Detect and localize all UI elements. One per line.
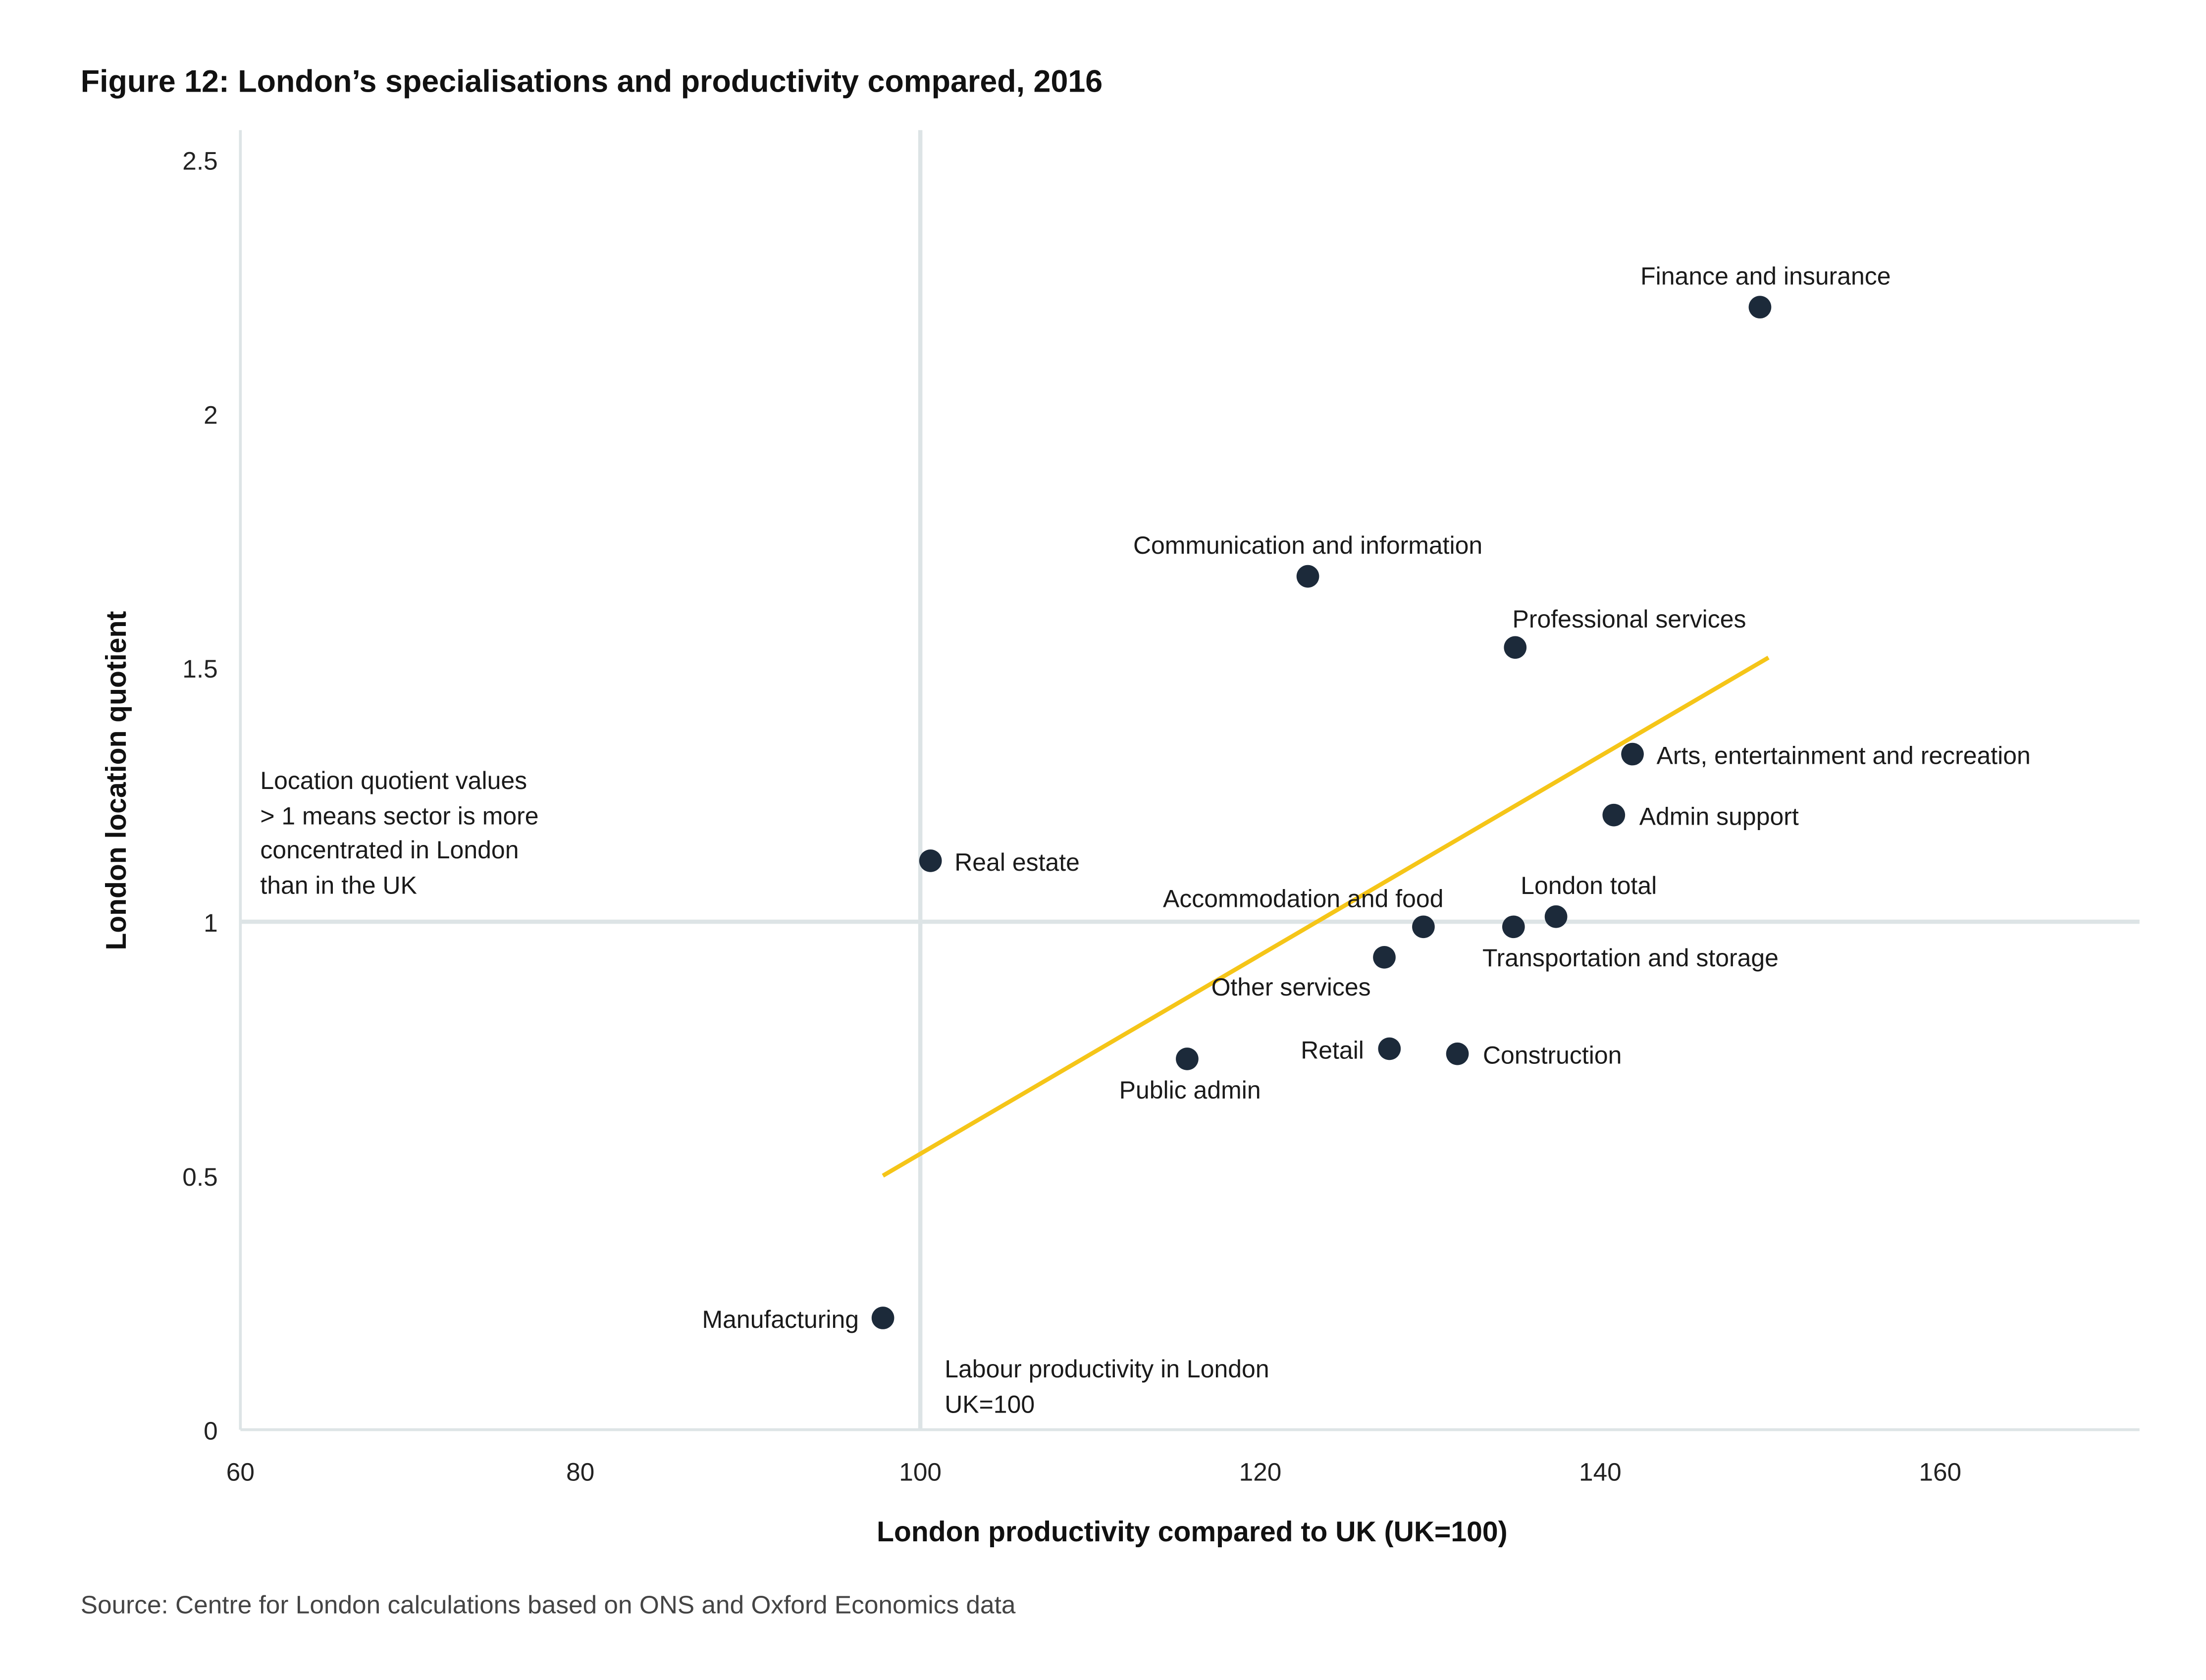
data-point-label: Real estate [954, 848, 1080, 876]
data-point-marker [1504, 636, 1527, 659]
x-tick-label: 100 [899, 1457, 942, 1486]
data-point: Real estate [919, 848, 1080, 876]
data-point: Professional services [1504, 605, 1746, 659]
x-tick-label: 60 [226, 1457, 255, 1486]
y-tick-label: 2 [204, 400, 218, 429]
data-point-marker [1502, 915, 1525, 939]
data-point-marker [919, 849, 942, 872]
note-line: > 1 means sector is more [260, 802, 538, 830]
data-point-label: Construction [1483, 1042, 1622, 1069]
data-point-label: Communication and information [1133, 531, 1482, 559]
y-tick-label: 0 [204, 1417, 218, 1445]
data-point-label: Manufacturing [702, 1306, 859, 1333]
note-line: than in the UK [260, 871, 417, 899]
data-point-marker [1446, 1042, 1469, 1065]
y-axis-title: London location quotient [101, 611, 132, 950]
data-points: Finance and insurance Communication and i… [702, 262, 2031, 1333]
data-point-label: Arts, entertainment and recreation [1657, 742, 2031, 770]
y-tick-label: 1 [204, 908, 218, 937]
axes [239, 130, 2140, 1431]
chart-title: Figure 12: London’s specialisations and … [81, 64, 1103, 99]
data-point-label: Accommodation and food [1163, 885, 1444, 912]
note-line: UK=100 [945, 1390, 1035, 1418]
data-point-marker [1373, 945, 1396, 969]
data-point: Accommodation and food [1163, 885, 1444, 939]
note-line: Location quotient values [260, 767, 527, 794]
data-point-marker [1621, 742, 1644, 766]
data-point: Arts, entertainment and recreation [1621, 742, 2031, 770]
y-tick-label: 2.5 [182, 147, 217, 175]
data-point-label: Admin support [1639, 803, 1799, 831]
data-point: Finance and insurance [1640, 262, 1891, 318]
data-point: Communication and information [1133, 531, 1482, 588]
data-point-marker [1544, 905, 1568, 928]
data-point-label: Public admin [1119, 1076, 1261, 1104]
data-point-marker [1412, 915, 1435, 939]
data-point-label: Finance and insurance [1640, 262, 1891, 290]
trendline [882, 656, 1770, 1178]
data-point: Manufacturing [702, 1306, 894, 1333]
y-tick-label: 1.5 [182, 654, 217, 683]
data-point-label: Other services [1211, 973, 1371, 1001]
data-point-label: London total [1521, 872, 1657, 899]
x-tick-labels: 60 80 100 120 140 160 [226, 1457, 1961, 1486]
source-note: Source: Centre for London calculations b… [81, 1590, 1016, 1619]
data-point-marker [1748, 296, 1772, 318]
x-tick-label: 80 [566, 1457, 594, 1486]
data-point-marker [871, 1307, 894, 1329]
data-point-label: Retail [1301, 1036, 1364, 1064]
data-point: Retail [1301, 1036, 1401, 1064]
data-point-label: Transportation and storage [1482, 944, 1779, 972]
data-point-marker [1296, 565, 1319, 588]
location-quotient-note: Location quotient values > 1 means secto… [260, 767, 538, 899]
data-point: Other services [1211, 945, 1396, 1001]
y-tick-labels: 0 0.5 1 1.5 2 2.5 [182, 147, 217, 1445]
x-tick-label: 160 [1919, 1457, 1961, 1486]
x-tick-label: 140 [1579, 1457, 1622, 1486]
data-point-marker [1602, 803, 1626, 827]
data-point-label: Professional services [1513, 605, 1746, 633]
note-line: Labour productivity in London [945, 1355, 1269, 1383]
data-point: Admin support [1602, 803, 1799, 831]
x-tick-label: 120 [1239, 1457, 1282, 1486]
data-point-marker [1378, 1037, 1401, 1060]
productivity-note: Labour productivity in London UK=100 [945, 1355, 1269, 1418]
y-tick-label: 0.5 [182, 1162, 217, 1191]
data-point: Transportation and storage [1482, 915, 1779, 972]
data-point: London total [1521, 872, 1657, 928]
data-point: Public admin [1119, 1048, 1261, 1104]
note-line: concentrated in London [260, 836, 519, 864]
x-axis-title: London productivity compared to UK (UK=1… [877, 1516, 1508, 1548]
data-point-marker [1176, 1048, 1199, 1070]
data-point: Construction [1446, 1042, 1622, 1069]
